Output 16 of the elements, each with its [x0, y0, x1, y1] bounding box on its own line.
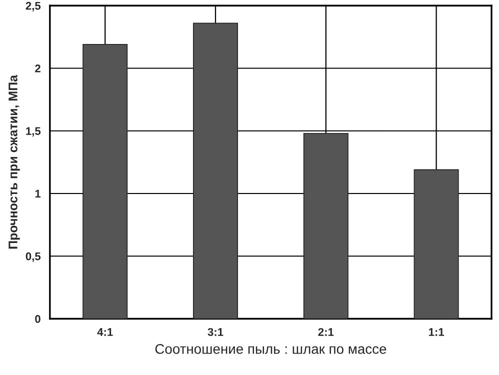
x-tick-label: 2:1: [318, 328, 334, 336]
x-axis-title: Соотношение пыль : шлак по массе: [155, 344, 386, 354]
y-tick-label: 1: [35, 190, 41, 198]
x-tick-label: 1:1: [428, 328, 444, 336]
y-tick-label: 2,5: [26, 2, 41, 12]
y-tick-label: 0,5: [26, 252, 41, 262]
x-tick-label: 4:1: [97, 328, 113, 336]
bar: [82, 44, 128, 319]
y-tick-label: 0: [35, 315, 40, 323]
bar: [193, 22, 238, 319]
y-tick-label: 2: [35, 64, 40, 72]
bar: [303, 132, 348, 319]
bar: [414, 169, 459, 319]
x-tick-label: 3:1: [208, 328, 224, 336]
y-tick-label: 1,5: [26, 127, 41, 137]
y-axis-title: Прочность при сжатии, МПа: [8, 74, 20, 249]
